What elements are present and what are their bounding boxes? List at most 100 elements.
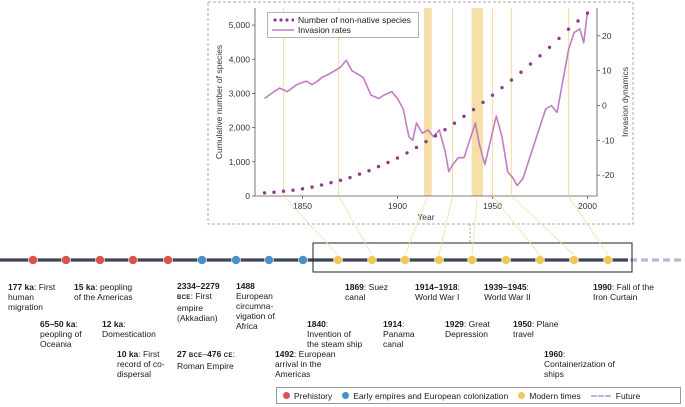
y-tick-label: 0 bbox=[245, 191, 250, 201]
species-point bbox=[329, 180, 333, 185]
species-point bbox=[481, 100, 485, 105]
legend-dots-swatch bbox=[273, 18, 294, 22]
species-point bbox=[538, 54, 542, 58]
y2-tick-label: -20 bbox=[602, 170, 615, 180]
timeline-node-modern bbox=[400, 255, 410, 265]
event-1914-panama: 1914: Panama canal bbox=[383, 319, 415, 349]
x-tick-label: 2000 bbox=[578, 201, 597, 211]
species-point bbox=[490, 93, 495, 97]
era-connector bbox=[568, 195, 609, 256]
y2-tick-label: -10 bbox=[602, 135, 615, 145]
future-dash-icon bbox=[590, 394, 611, 397]
chart-legend: Number of non-native species Invasion ra… bbox=[267, 12, 419, 38]
species-point bbox=[281, 189, 286, 193]
species-point bbox=[405, 151, 409, 155]
y2-tick-label: 0 bbox=[602, 100, 607, 110]
x-tick-label: 1950 bbox=[483, 201, 502, 211]
y2-tick-label: 20 bbox=[602, 31, 612, 41]
y2-axis-label: Invasion dynamics bbox=[620, 67, 630, 137]
legend-series-1: Number of non-native species bbox=[298, 15, 411, 25]
y-tick-label: 4,000 bbox=[229, 54, 251, 64]
species-point bbox=[291, 188, 295, 192]
event-ww2: 1939–1945: World War II bbox=[484, 282, 531, 302]
species-point bbox=[462, 114, 466, 119]
timeline-node-prehistory bbox=[61, 255, 71, 265]
legend-modern: Modern times bbox=[518, 391, 581, 401]
event-roman: 27 BCE–476 CE: Roman Empire bbox=[177, 349, 236, 371]
species-point bbox=[424, 139, 428, 144]
species-point bbox=[348, 175, 352, 180]
event-1950: 1950: Plane travel bbox=[513, 319, 559, 339]
species-point bbox=[414, 145, 419, 150]
event-10ka: 10 ka: First record of co-dispersal bbox=[117, 349, 165, 379]
legend-future: Future bbox=[590, 391, 640, 401]
highlight-band-0 bbox=[424, 8, 432, 196]
species-point bbox=[557, 36, 561, 41]
timeline-node-prehistory bbox=[95, 255, 105, 265]
species-point bbox=[367, 169, 371, 173]
timeline-node-empires bbox=[264, 255, 274, 265]
species-point bbox=[386, 160, 390, 165]
event-akkadian: 2334–2279 BCE: First empire (Akkadian) bbox=[177, 281, 220, 323]
species-point bbox=[300, 187, 305, 191]
x-tick-label: 1850 bbox=[293, 201, 312, 211]
y-axis-label: Cumulative number of species bbox=[214, 45, 224, 159]
species-point bbox=[500, 85, 504, 90]
timeline-node-modern bbox=[367, 255, 377, 265]
species-point bbox=[528, 62, 533, 66]
species-point bbox=[452, 121, 457, 125]
timeline-node-prehistory bbox=[163, 255, 173, 265]
timeline-node-modern bbox=[434, 255, 444, 265]
timeline-node-modern bbox=[501, 255, 511, 265]
era-connector bbox=[404, 195, 429, 256]
timeline-node-prehistory bbox=[28, 255, 38, 265]
event-177ka: 177 ka: First human migration bbox=[8, 282, 56, 312]
timeline-node-empires bbox=[197, 255, 207, 265]
x-tick-label: 1900 bbox=[388, 201, 407, 211]
timeline-node-modern bbox=[603, 255, 613, 265]
x-axis-label: Year bbox=[417, 212, 434, 222]
event-1869: 1869: Suez canal bbox=[345, 282, 389, 302]
invasion-rate-line bbox=[264, 11, 589, 187]
legend-series-2: Invasion rates bbox=[298, 25, 351, 35]
era-legend: Prehistory Early empires and European co… bbox=[276, 387, 681, 404]
prehistory-dot-icon bbox=[283, 392, 290, 399]
species-point bbox=[576, 19, 580, 23]
event-ww1: 1914–1918: World War I bbox=[415, 282, 460, 302]
species-point bbox=[547, 45, 552, 50]
timeline-node-modern bbox=[467, 255, 477, 265]
species-point bbox=[585, 11, 590, 15]
species-point bbox=[310, 185, 314, 189]
era-connector bbox=[283, 195, 339, 256]
species-point bbox=[433, 134, 438, 138]
species-point bbox=[272, 190, 276, 194]
event-1929: 1929: Great Depression bbox=[445, 319, 490, 339]
era-connector bbox=[471, 195, 478, 256]
species-point bbox=[509, 78, 514, 82]
timeline-node-prehistory bbox=[128, 255, 138, 265]
modern-dot-icon bbox=[518, 392, 526, 399]
era-connector bbox=[438, 195, 453, 256]
y-tick-label: 3,000 bbox=[229, 88, 251, 98]
species-point bbox=[262, 191, 267, 195]
legend-line-swatch bbox=[272, 29, 294, 31]
species-point bbox=[376, 164, 381, 169]
y2-tick-label: 10 bbox=[602, 66, 612, 76]
y-tick-label: 5,000 bbox=[229, 20, 251, 30]
species-point bbox=[395, 156, 400, 160]
event-1840: 1840: Invention of the steam ship bbox=[307, 319, 363, 349]
species-point bbox=[471, 107, 476, 112]
timeline-node-modern bbox=[535, 255, 545, 265]
timeline-node-empires bbox=[298, 255, 308, 265]
species-point bbox=[338, 178, 343, 182]
empires-dot-icon bbox=[342, 392, 350, 399]
event-1492: 1492: European arrival in the Americas bbox=[275, 349, 336, 379]
legend-prehistory: Prehistory bbox=[283, 391, 332, 401]
era-connector bbox=[511, 195, 575, 256]
event-65ka: 65–50 ka: peopling of Oceania bbox=[40, 319, 82, 349]
modern-zoom-box bbox=[312, 242, 633, 273]
highlight-band-1 bbox=[471, 8, 483, 196]
timeline-node-empires bbox=[231, 255, 241, 265]
